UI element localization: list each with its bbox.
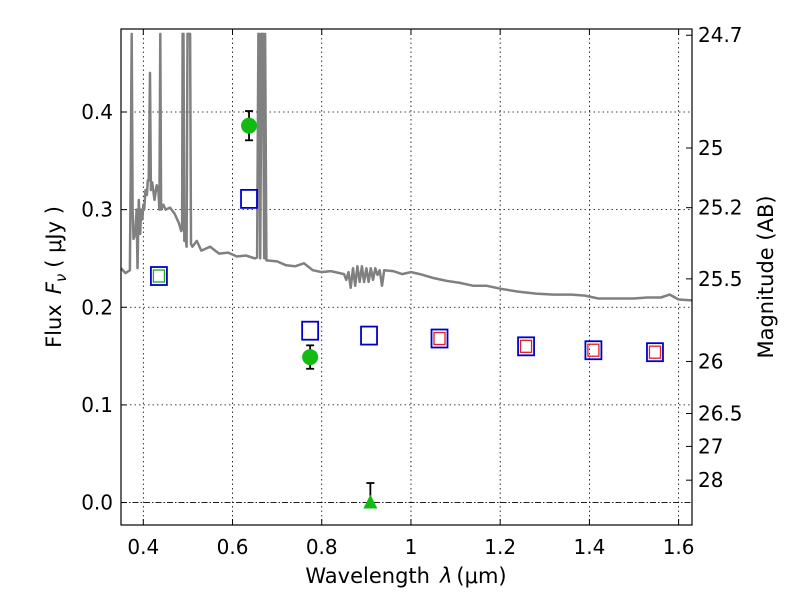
model-band-square	[240, 188, 258, 209]
model-band-square	[430, 328, 449, 349]
model-spectrum-line	[120, 32, 693, 302]
model-band-square	[301, 320, 320, 341]
x-tick-label: 0.8	[306, 535, 338, 559]
mag-tick-label: 25	[698, 136, 723, 160]
observed-flux-point	[302, 349, 319, 366]
x-tick-label: 1.6	[663, 535, 695, 559]
y-tick-label: 0.0	[81, 491, 113, 515]
inner-band-square	[152, 269, 166, 283]
inner-band-square	[587, 343, 600, 357]
x-axis-label: Wavelength λ (μm)	[305, 564, 506, 588]
y-axis-label-text: Flux	[42, 304, 66, 348]
model-band-square	[646, 342, 664, 363]
mag-tick-label: 26	[698, 349, 723, 373]
y-axis-label: Flux Fν ( μJy )	[42, 206, 70, 348]
mag-tick-label: 25.2	[698, 196, 743, 220]
x-tick-label: 1.4	[573, 535, 605, 559]
y-axis-label-unit: ( μJy )	[42, 206, 66, 268]
inner-band-square	[519, 339, 533, 353]
x-tick-label: 0.4	[127, 535, 159, 559]
y-tick-label: 0.2	[81, 295, 113, 319]
x-tick-label: 1.2	[484, 535, 516, 559]
spectrum-layer	[120, 32, 693, 302]
mag-tick-label: 26.5	[698, 401, 743, 425]
x-tick-label: 0.6	[217, 535, 249, 559]
y-axis-label-symbol: F	[42, 281, 66, 294]
inner-band-square	[433, 331, 446, 346]
ticks-layer: 0.4 0.6 0.8 1 1.2 1.4 1.6 0.0 0.1 0.2 0.3 0.4 24.7 25…	[81, 23, 742, 559]
model-band-square	[360, 325, 378, 346]
model-band-square	[584, 340, 603, 361]
mag-tick-label: 27	[698, 434, 723, 458]
x-axis-label-unit: (μm)	[456, 564, 506, 588]
y-tick-label: 0.1	[81, 393, 113, 417]
points-layer	[150, 110, 664, 509]
x-axis-label-symbol: λ	[439, 564, 452, 588]
observed-flux-point	[241, 117, 258, 134]
x-axis-label-text: Wavelength	[305, 564, 430, 588]
upper-limit-triangle	[363, 494, 378, 509]
mag-tick-label: 25.5	[698, 267, 743, 291]
mag-tick-label: 24.7	[698, 23, 743, 47]
plot-frame	[120, 28, 693, 526]
y-tick-label: 0.4	[81, 100, 113, 124]
model-band-square	[150, 266, 168, 286]
y-axis-label-subscript: ν	[52, 274, 70, 282]
y-tick-label: 0.3	[81, 198, 113, 222]
inner-band-square	[648, 345, 662, 359]
y-axis-right-label: Magnitude (AB)	[754, 195, 778, 358]
mag-tick-label: 28	[698, 468, 723, 492]
model-band-square	[517, 336, 535, 357]
x-tick-label: 1	[405, 535, 418, 559]
grid-layer	[121, 29, 692, 525]
